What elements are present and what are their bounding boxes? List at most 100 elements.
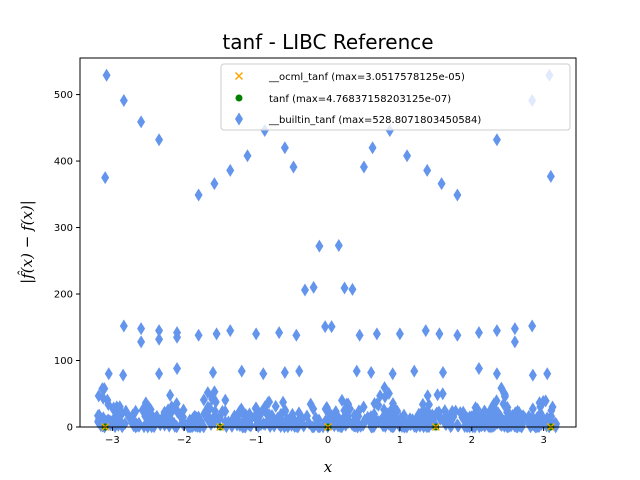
builtin-band-marker	[138, 403, 147, 417]
builtin-band-marker	[271, 399, 280, 413]
builtin-band-marker	[354, 404, 363, 418]
builtin-tanf-point	[155, 367, 164, 381]
builtin-tanf-point	[315, 239, 324, 253]
builtin-band-marker	[263, 396, 272, 410]
builtin-tanf-point	[155, 324, 164, 338]
builtin-band-marker	[423, 389, 432, 403]
builtin-band-marker	[535, 396, 544, 410]
builtin-tanf-point	[421, 324, 430, 338]
builtin-band-marker	[306, 397, 315, 411]
builtin-band-marker	[548, 400, 557, 414]
builtin-band-marker	[296, 408, 305, 422]
y-tick-label: 100	[54, 356, 73, 367]
builtin-tanf-point	[327, 320, 336, 334]
legend-marker-circle-icon	[235, 94, 243, 102]
builtin-tanf-point	[226, 324, 235, 338]
builtin-band-marker	[121, 404, 130, 418]
builtin-tanf-point	[492, 367, 501, 381]
builtin-band-marker	[267, 409, 276, 423]
builtin-band-marker	[497, 381, 506, 395]
builtin-tanf-point	[119, 94, 128, 108]
builtin-band-marker	[215, 412, 224, 426]
builtin-band-marker	[159, 408, 168, 422]
builtin-tanf-point	[388, 367, 397, 381]
builtin-tanf-point	[367, 365, 376, 379]
builtin-band-marker	[221, 393, 230, 407]
y-tick-label: 500	[54, 90, 73, 101]
builtin-band-marker	[210, 385, 219, 399]
builtin-band-marker	[234, 408, 243, 422]
builtin-band-marker	[104, 413, 113, 427]
builtin-tanf-point	[280, 141, 289, 155]
builtin-tanf-point	[252, 327, 261, 341]
builtin-band-marker	[170, 419, 179, 433]
builtin-band-marker	[503, 400, 512, 414]
builtin-tanf-point	[102, 68, 111, 82]
x-tick-label: −1	[249, 435, 264, 446]
x-axis-label: x	[324, 458, 333, 476]
builtin-band-marker	[370, 419, 379, 433]
builtin-tanf-point	[243, 149, 252, 163]
builtin-tanf-point	[474, 361, 483, 375]
builtin-band-marker	[95, 408, 104, 422]
builtin-band-marker	[337, 393, 346, 407]
builtin-tanf-point	[352, 364, 361, 378]
builtin-band-marker	[441, 411, 450, 425]
builtin-tanf-point	[340, 281, 349, 295]
builtin-band-marker	[112, 400, 121, 414]
builtin-tanf-point	[453, 188, 462, 202]
builtin-band-marker	[278, 414, 287, 428]
builtin-band-marker	[440, 404, 449, 418]
builtin-band-marker	[221, 415, 230, 429]
builtin-tanf-point	[348, 282, 357, 296]
legend-marker-diamond-icon	[235, 112, 243, 126]
builtin-band-marker	[330, 419, 339, 433]
builtin-band-marker	[287, 418, 296, 432]
builtin-band-marker	[463, 419, 472, 433]
builtin-tanf-point	[474, 326, 483, 340]
builtin-tanf-point	[275, 326, 284, 340]
builtin-band-marker	[421, 410, 430, 424]
builtin-band-marker	[167, 400, 176, 414]
builtin-tanf-point	[104, 367, 113, 381]
builtin-tanf-point	[403, 149, 412, 163]
builtin-band-marker	[489, 397, 498, 411]
builtin-band-marker	[173, 404, 182, 418]
builtin-tanf-point	[355, 328, 364, 342]
builtin-band-marker	[190, 409, 199, 423]
builtin-tanf-point	[309, 280, 318, 294]
builtin-tanf-point	[372, 327, 381, 341]
builtin-tanf-point	[359, 160, 368, 174]
builtin-band-marker	[144, 400, 153, 414]
builtin-tanf-point	[280, 365, 289, 379]
builtin-tanf-point	[439, 365, 448, 379]
builtin-tanf-point	[119, 319, 128, 333]
builtin-band-marker	[424, 398, 433, 412]
builtin-band-marker	[501, 418, 510, 432]
builtin-tanf-point	[437, 177, 446, 191]
builtin-tanf-point	[226, 163, 235, 177]
builtin-tanf-point	[259, 367, 268, 381]
builtin-tanf-point	[435, 327, 444, 341]
builtin-band-marker	[203, 386, 212, 400]
builtin-band-marker	[149, 410, 158, 424]
legend: __ocml_tanf (max=3.0517578125e-05) tanf (…	[220, 63, 571, 131]
x-tick-label: −3	[105, 435, 120, 446]
builtin-band-marker	[538, 413, 547, 427]
builtin-band-marker	[199, 393, 208, 407]
builtin-band-marker	[322, 403, 331, 417]
builtin-tanf-point	[155, 332, 164, 346]
builtin-band-marker	[99, 391, 108, 405]
builtin-band-marker	[178, 416, 187, 430]
builtin-tanf-point	[212, 327, 221, 341]
builtin-tanf-point	[492, 133, 501, 147]
legend-marker-x-icon	[234, 71, 244, 81]
y-tick-label: 0	[67, 423, 73, 434]
builtin-tanf-point	[423, 163, 432, 177]
y-axis-label: |f̂(x) − f(x)|	[18, 200, 36, 284]
builtin-tanf-point	[295, 364, 304, 378]
builtin-tanf-point	[546, 169, 555, 183]
builtin-tanf-point	[395, 327, 404, 341]
legend-entry: __builtin_tanf (max=528.8071803450584)	[268, 115, 481, 126]
